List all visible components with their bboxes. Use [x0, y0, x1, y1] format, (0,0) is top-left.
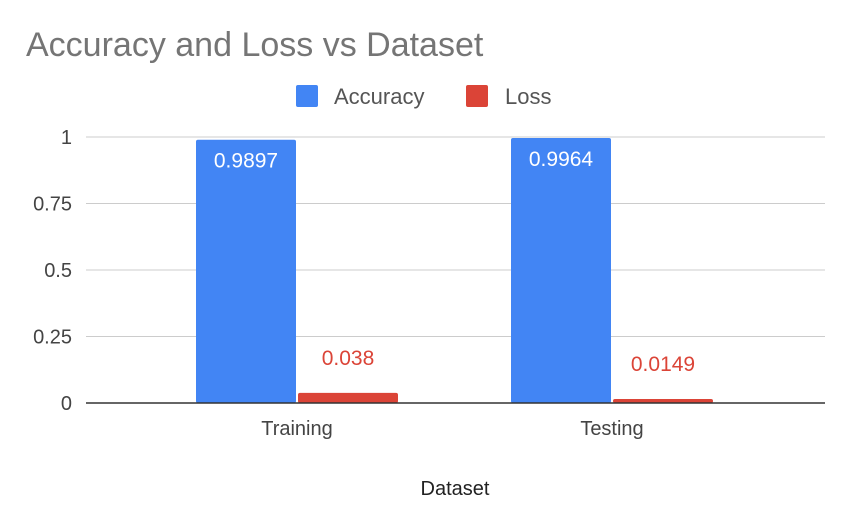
y-axis-ticks: 0 0.25 0.5 0.75 1 [33, 127, 72, 415]
bar-loss-training [298, 392, 398, 403]
y-tick-label: 1 [61, 127, 72, 149]
x-axis-title: Dataset [421, 478, 490, 500]
y-tick-label: 0.5 [44, 260, 72, 282]
data-label-loss-training: 0.038 [322, 347, 375, 370]
bar-loss-testing [613, 399, 713, 403]
y-tick-label: 0 [61, 393, 72, 415]
data-label-accuracy-testing: 0.9964 [529, 148, 594, 171]
legend-label-loss: Loss [505, 84, 551, 109]
y-tick-label: 0.75 [33, 194, 72, 216]
legend-swatch-accuracy [296, 85, 318, 107]
y-tick-label: 0.25 [33, 327, 72, 349]
x-axis-ticks: Training Testing [261, 418, 643, 440]
bar-accuracy-testing [511, 137, 611, 404]
legend-swatch-loss [466, 85, 488, 107]
data-label-loss-testing: 0.0149 [631, 353, 695, 376]
legend-label-accuracy: Accuracy [334, 84, 424, 109]
chart-title: Accuracy and Loss vs Dataset [26, 26, 484, 64]
data-label-accuracy-training: 0.9897 [214, 150, 278, 173]
bar-accuracy-training [196, 139, 296, 403]
bar-labels: 0.9897 0.038 0.9964 0.0149 [214, 148, 695, 376]
x-tick-label: Testing [580, 418, 643, 440]
bars [196, 137, 713, 404]
x-tick-label: Training [261, 418, 333, 440]
legend: Accuracy Loss [296, 84, 551, 109]
